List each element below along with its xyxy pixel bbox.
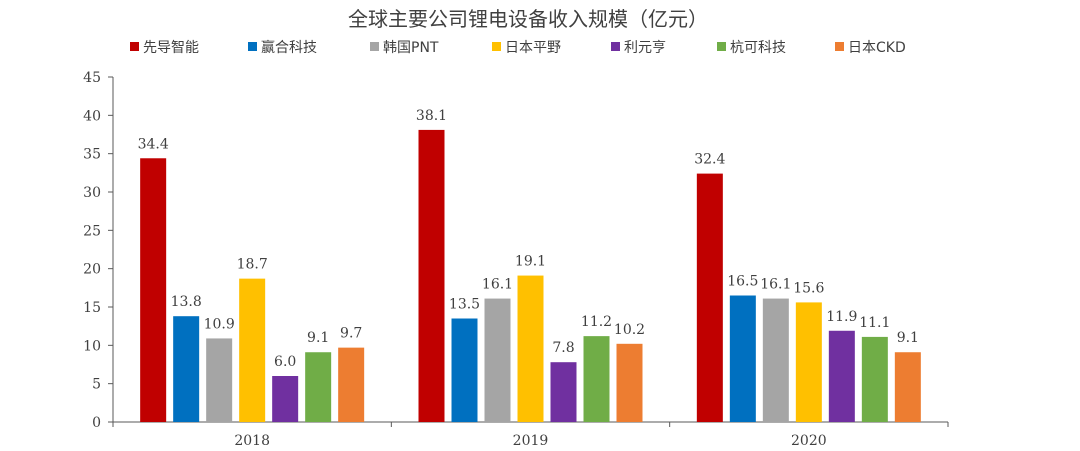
data-label: 9.1 [897,330,919,346]
x-axis: 2018 2019 2020 [112,421,949,449]
bar [795,302,822,422]
legend-label: 日本CKD [848,40,906,56]
legend: 先导智能 赢合科技 韩国PNT 日本平野 利元亨 杭可科技 日本CKD [130,39,906,56]
legend-label: 赢合科技 [261,39,317,56]
legend-label: 利元亨 [624,39,666,56]
y-tick-label: 25 [83,223,101,239]
data-label: 9.1 [307,330,329,346]
bar [616,343,643,422]
bar [583,336,610,422]
y-tick-label: 45 [83,70,101,86]
legend-swatch [717,42,726,51]
y-axis: 0 5 10 15 20 25 30 35 40 45 [83,70,114,431]
y-tick-label: 10 [83,338,101,354]
data-label: 10.2 [614,322,645,338]
bar [338,347,365,422]
legend-swatch [492,42,501,51]
bar [173,316,200,422]
data-label: 10.9 [204,316,235,332]
x-tick-label: 2020 [791,433,827,449]
data-label: 7.8 [552,340,574,356]
y-tick-label: 40 [83,108,101,124]
bar [828,330,855,422]
data-label: 16.1 [482,277,513,293]
data-label: 18.7 [237,257,268,273]
data-label: 13.5 [449,297,480,313]
bar [762,298,789,422]
data-label: 38.1 [416,108,447,124]
y-tick-label: 0 [92,415,101,431]
bar [206,338,233,422]
y-tick-label: 35 [83,147,101,163]
bar [696,173,723,422]
legend-swatch [611,42,620,51]
y-tick-label: 20 [83,262,101,278]
data-label: 11.2 [581,314,612,330]
legend-label: 杭可科技 [730,40,786,56]
bar [418,129,445,422]
bar [451,318,478,422]
data-label: 16.1 [760,277,791,293]
bar [272,376,299,422]
y-tick-label: 30 [83,185,101,201]
x-tick-label: 2019 [513,433,549,449]
y-tick-label: 15 [83,300,101,316]
legend-label: 日本平野 [505,40,561,56]
bar [239,278,266,422]
data-label: 19.1 [515,254,546,270]
bar [894,352,921,422]
y-tick-label: 5 [92,377,101,393]
legend-swatch [130,42,139,51]
bar [861,336,888,422]
bar [484,298,511,422]
data-label: 9.7 [340,326,362,342]
bar [140,158,167,422]
legend-swatch [248,42,257,51]
data-label: 15.6 [793,280,824,296]
legend-label: 先导智能 [143,40,199,56]
x-tick-label: 2018 [234,433,270,449]
data-label: 11.9 [826,309,857,325]
legend-label: 韩国PNT [383,40,439,56]
data-labels: 34.413.810.918.76.09.1 9.738.113.516.119.… [138,108,919,370]
data-label: 6.0 [274,354,296,370]
data-label: 13.8 [171,294,202,310]
data-label: 34.4 [138,136,169,152]
data-label: 32.4 [694,152,725,168]
chart-title: 全球主要公司锂电设备收入规模（亿元） [348,7,708,31]
bar [517,275,544,422]
data-label: 11.1 [859,315,890,331]
legend-swatch [370,42,379,51]
legend-swatch [835,42,844,51]
bar [305,352,332,422]
bar [550,362,577,422]
bars [140,129,921,422]
data-label: 16.5 [727,274,758,290]
bar [729,295,756,422]
